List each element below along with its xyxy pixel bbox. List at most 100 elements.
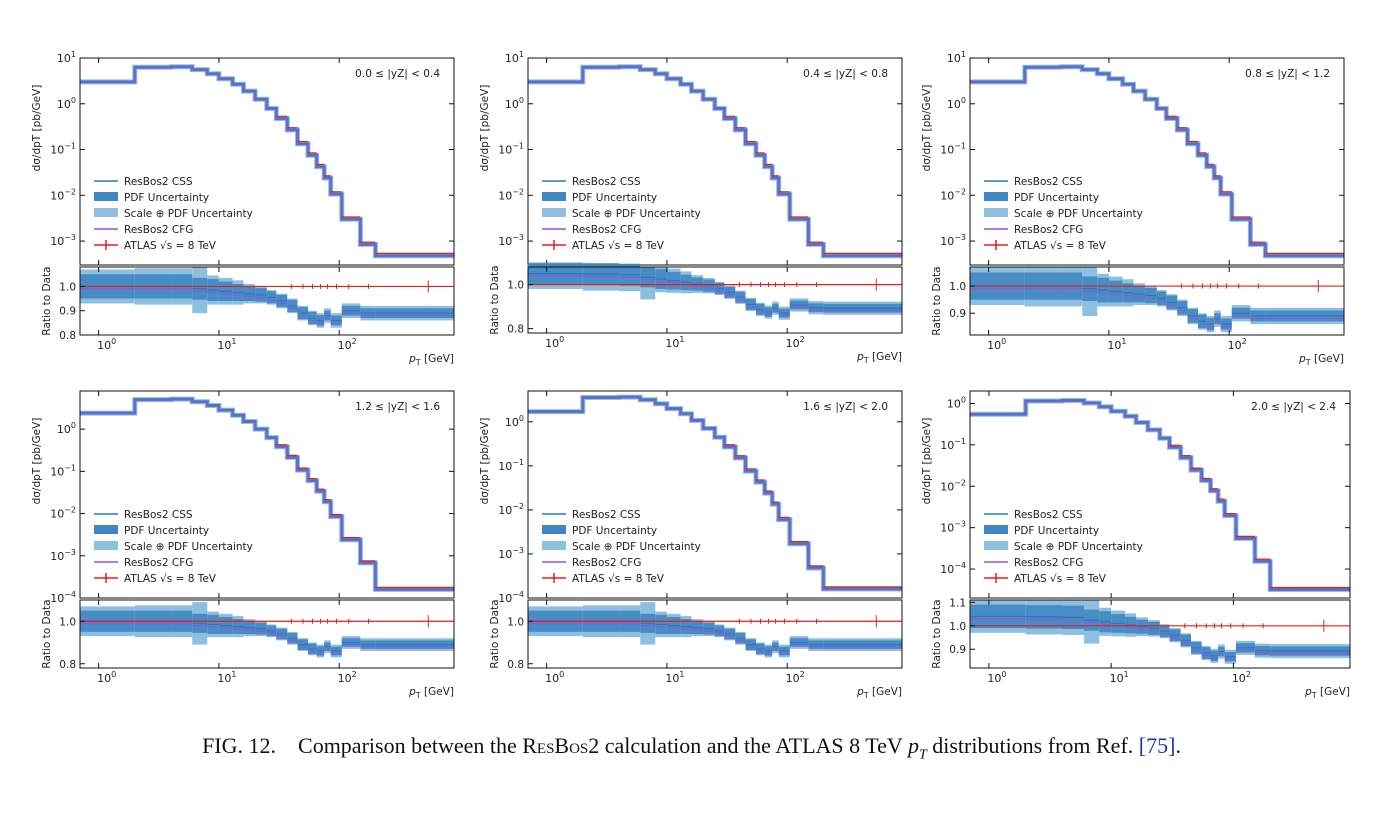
ratio-y-tick-label: 1.0 — [59, 616, 76, 628]
legend-label-css: ResBos2 CSS — [572, 176, 641, 188]
x-tick-label: 101 — [665, 335, 684, 350]
x-tick-label: 100 — [97, 670, 116, 685]
resbos2-cfg-line — [80, 66, 454, 257]
ratio-y-tick-label: 0.8 — [507, 659, 524, 671]
top-axes-frame — [79, 57, 455, 266]
panel-rapidity-label: 1.2 ≤ |yZ| < 1.6 — [355, 401, 440, 413]
y-tick-label: 101 — [57, 50, 76, 65]
legend-label-pdf: PDF Uncertainty — [1014, 525, 1099, 537]
y-tick-label: 10−4 — [498, 590, 524, 605]
y-tick-label: 100 — [947, 395, 966, 410]
y-tick-label: 10−2 — [940, 478, 966, 493]
caption-reference-link[interactable]: [75] — [1138, 733, 1176, 758]
x-axis-label: pT [GeV] — [408, 353, 454, 367]
y-tick-label: 10−1 — [940, 142, 966, 157]
legend-label-cfg: ResBos2 CFG — [572, 224, 641, 236]
legend-label-scale: Scale ⊕ PDF Uncertainty — [1014, 208, 1143, 220]
ratio-y-axis-label: Ratio to Data — [41, 599, 53, 668]
y-tick-label: 10−3 — [940, 520, 966, 535]
legend-label-scale: Scale ⊕ PDF Uncertainty — [124, 541, 253, 553]
ratio-panel: 1.0 0.9 0.8 100 101 102 Ratio to Data pT [GeV] — [41, 266, 455, 367]
x-tick-label: 101 — [665, 670, 684, 685]
legend: ResBos2 CSS PDF Uncertainty Scale ⊕ PDF Un… — [984, 176, 1143, 252]
caption-end: . — [1175, 733, 1181, 758]
y-tick-label: 101 — [505, 50, 524, 65]
panel-rapidity-label: 1.6 ≤ |yZ| < 2.0 — [803, 401, 888, 413]
y-tick-label: 10−1 — [498, 142, 524, 157]
legend-pdf-swatch — [94, 192, 118, 201]
legend: ResBos2 CSS PDF Uncertainty Scale ⊕ PDF Un… — [542, 176, 701, 252]
legend-pdf-swatch — [542, 192, 566, 201]
legend-scale-swatch — [542, 208, 566, 217]
resbos2-cfg-line — [528, 397, 902, 591]
y-tick-label: 10−2 — [940, 187, 966, 202]
ratio-panel: 1.1 1.0 0.9 100 101 102 Ratio to Data pT [GeV] — [931, 597, 1351, 700]
top-axes-frame — [969, 390, 1351, 599]
y-tick-label: 10−3 — [498, 233, 524, 248]
caption-fig-label: FIG. 12. — [202, 733, 277, 758]
y-tick-label: 10−1 — [50, 142, 76, 157]
chart-panel-4: 100 10−1 10−2 10−3 10−4 1.2 ≤ |yZ| < 1.6 dσ/dp… — [31, 390, 455, 700]
ratio-y-axis-label: Ratio to Data — [931, 266, 943, 335]
y-tick-label: 10−3 — [50, 233, 76, 248]
caption-pt-symbol: pT — [907, 733, 927, 763]
legend-pdf-swatch — [94, 525, 118, 534]
legend-scale-swatch — [542, 541, 566, 550]
y-tick-label: 100 — [505, 96, 524, 111]
ratio-y-axis-label: Ratio to Data — [489, 265, 501, 334]
y-tick-label: 100 — [57, 421, 76, 436]
ratio-y-tick-label: 0.9 — [949, 308, 966, 320]
y-tick-label: 10−2 — [50, 506, 76, 521]
x-tick-label: 100 — [97, 337, 116, 352]
y-tick-label: 101 — [947, 50, 966, 65]
ratio-y-tick-label: 1.0 — [949, 281, 966, 293]
x-tick-label: 100 — [987, 670, 1006, 685]
figure-grid: 101 100 10−1 10−2 10−3 0.0 ≤ |yZ| < 0.4 dσ/dpT… — [31, 50, 1351, 700]
legend-label-cfg: ResBos2 CFG — [124, 224, 193, 236]
legend-label-scale: Scale ⊕ PDF Uncertainty — [572, 541, 701, 553]
panel-rapidity-label: 2.0 ≤ |yZ| < 2.4 — [1251, 401, 1336, 413]
legend-scale-swatch — [984, 541, 1008, 550]
legend-pdf-swatch — [984, 525, 1008, 534]
y-axis-label: dσ/dpT [pb/GeV] — [479, 85, 491, 172]
chart-panel-5: 100 10−1 10−2 10−3 10−4 1.6 ≤ |yZ| < 2.0 dσ/dp… — [479, 390, 903, 700]
legend-scale-swatch — [94, 208, 118, 217]
legend-label-pdf: PDF Uncertainty — [572, 525, 657, 537]
legend-label-pdf: PDF Uncertainty — [124, 525, 209, 537]
chart-panel-3: 101 100 10−1 10−2 10−3 0.8 ≤ |yZ| < 1.2 dσ/dpT… — [921, 50, 1345, 367]
ratio-axes-frame — [527, 266, 903, 334]
legend-label-cfg: ResBos2 CFG — [1014, 224, 1083, 236]
x-tick-label: 101 — [217, 337, 236, 352]
x-tick-label: 100 — [545, 670, 564, 685]
y-axis-label: dσ/dpT [pb/GeV] — [479, 418, 491, 505]
y-axis-label: dσ/dpT [pb/GeV] — [31, 418, 43, 505]
panel-rapidity-label: 0.8 ≤ |yZ| < 1.2 — [1245, 68, 1330, 80]
figure-caption: FIG. 12. Comparison between the ResBos2 … — [0, 733, 1383, 763]
caption-text-middle: calculation and the ATLAS 8 TeV — [604, 733, 903, 758]
resbos2-cfg-line — [528, 66, 902, 257]
chart-panel-2: 101 100 10−1 10−2 10−3 0.4 ≤ |yZ| < 0.8 dσ/dpT… — [479, 50, 903, 365]
legend: ResBos2 CSS PDF Uncertainty Scale ⊕ PDF Un… — [984, 509, 1143, 585]
legend-pdf-swatch — [542, 525, 566, 534]
ratio-y-tick-label: 1.0 — [507, 280, 524, 292]
ratio-y-tick-label: 0.9 — [949, 644, 966, 656]
ratio-y-axis-label: Ratio to Data — [931, 599, 943, 668]
y-tick-label: 10−2 — [498, 502, 524, 517]
top-axes-frame — [527, 57, 903, 266]
ratio-panel: 1.0 0.8 100 101 102 Ratio to Data pT [GeV] — [489, 262, 903, 365]
y-tick-label: 10−3 — [50, 548, 76, 563]
ratio-y-tick-label: 0.8 — [507, 324, 524, 336]
legend-label-atlas: ATLAS √s = 8 TeV — [572, 240, 665, 252]
legend-label-css: ResBos2 CSS — [1014, 176, 1083, 188]
x-axis-label: pT [GeV] — [856, 686, 902, 700]
ratio-y-tick-label: 0.8 — [59, 659, 76, 671]
legend-label-css: ResBos2 CSS — [1014, 509, 1083, 521]
ratio-y-axis-label: Ratio to Data — [489, 599, 501, 668]
x-tick-label: 101 — [1107, 337, 1126, 352]
legend-label-pdf: PDF Uncertainty — [124, 192, 209, 204]
ratio-panel: 1.0 0.8 100 101 102 Ratio to Data pT [GeV] — [41, 599, 455, 700]
y-tick-label: 100 — [505, 414, 524, 429]
ratio-y-tick-label: 1.1 — [949, 597, 966, 609]
x-axis-label: pT [GeV] — [1304, 686, 1350, 700]
y-tick-label: 10−3 — [498, 546, 524, 561]
